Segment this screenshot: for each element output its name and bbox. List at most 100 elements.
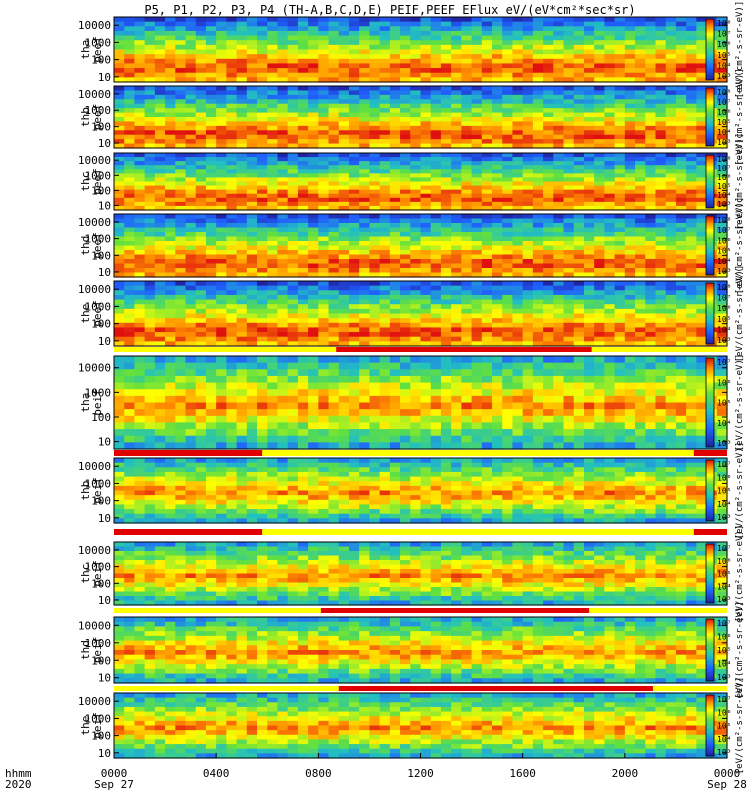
panel-label-probe: thc (79, 564, 92, 584)
y-tick-label: 1000 (85, 637, 112, 650)
colorbar-tick-label: 10⁶ (717, 40, 731, 49)
panel-label-product: peif (91, 637, 104, 664)
colorbar-tick-label: 10⁷ (717, 98, 731, 107)
colorbar-tick-label: 10⁵ (717, 487, 731, 496)
panel-frame (113, 355, 728, 450)
y-tick-label: 100 (91, 577, 111, 590)
y-tick-label: 1000 (85, 386, 112, 399)
panel-label-probe: thd (79, 640, 92, 660)
colorbar-tick-label: 10⁷ (717, 164, 731, 173)
x-tick-label: 1200 (407, 767, 434, 780)
colorbar-tick-label: 10⁸ (717, 216, 731, 225)
panel-frame (113, 16, 728, 83)
y-tick-label: 10000 (78, 460, 111, 473)
date-start-label: Sep 27 (94, 778, 134, 791)
colorbar-tick-label: 10⁷ (717, 226, 731, 235)
colorbar-tick-label: 10⁶ (717, 557, 731, 566)
panel-label-product: peef (91, 36, 104, 63)
panel-label-product: peif (91, 560, 104, 587)
colorbar-tick-label: 10⁸ (717, 155, 731, 164)
y-tick-label: 100 (91, 121, 111, 134)
mode-bar (114, 686, 727, 691)
y-tick-label: 1000 (85, 712, 112, 725)
colorbar-tick-label: 10⁷ (717, 695, 731, 704)
y-tick-label: 10000 (78, 216, 111, 229)
colorbar-tick-label: 10⁶ (717, 108, 731, 117)
panel-label-probe: the (79, 716, 92, 736)
y-tick-label: 10000 (78, 19, 111, 32)
colorbar-label: [eV/(cm²-s-sr-eV)] (735, 601, 745, 699)
colorbar-tick-label: 10⁷ (717, 358, 731, 367)
colorbar-tick-label: 10⁶ (717, 378, 731, 387)
x-tick-label: 0400 (203, 767, 230, 780)
panel-thb-peif: 10000 1000 100 10 thb peif 10⁷ 10⁶ 10⁵ 10⁴ 10³ [eV/… (78, 442, 745, 540)
colorbar-tick-label: 10³ (717, 138, 731, 147)
colorbar-tick-label: 10⁴ (717, 257, 731, 266)
colorbar (705, 618, 715, 682)
mode-bar-interval (336, 347, 592, 352)
panel-frame (113, 541, 728, 606)
colorbar-tick-label: 10³ (717, 267, 731, 276)
spectrogram-image (114, 693, 728, 759)
colorbar-label: [eV/(cm²-s-sr-eV)] (735, 68, 745, 166)
y-tick-label: 10000 (78, 619, 111, 632)
colorbar-tick-label: 10⁴ (717, 128, 731, 137)
colorbar-label: [eV/(cm²-s-sr-eV)] (735, 265, 745, 363)
colorbar-label: [eV/(cm²-s-sr-eV)] (735, 525, 745, 623)
colorbar-tick-label: 10⁴ (717, 419, 731, 428)
colorbar (705, 215, 715, 276)
y-tick-label: 10 (98, 137, 111, 150)
y-tick-label: 100 (91, 495, 111, 508)
mode-bar (114, 608, 727, 613)
mode-bar (114, 450, 727, 456)
panel-label-product: peef (91, 300, 104, 327)
mode-bar-interval (693, 450, 727, 456)
panel-thd-peif: 10000 1000 100 10 thd peif 10⁷ 10⁶ 10⁵ 10⁴ 10³ [eV/… (78, 601, 745, 699)
x-tick-label: 0000 (714, 767, 741, 780)
date-end-label: Sep 28 (707, 778, 747, 791)
colorbar-tick-label: 10⁸ (717, 88, 731, 97)
colorbar-tick-label: 10³ (717, 673, 731, 682)
panel-label-probe: thd (79, 236, 92, 256)
y-tick-label: 10000 (78, 544, 111, 557)
panel-frame (113, 280, 728, 347)
colorbar-tick-label: 10⁶ (717, 473, 731, 482)
spectrogram-image (114, 153, 728, 211)
colorbar (705, 694, 715, 757)
spectrogram-image (114, 17, 728, 83)
y-tick-label: 10000 (78, 154, 111, 167)
panel-frame (113, 152, 728, 211)
colorbar-tick-label: 10⁵ (717, 399, 731, 408)
y-tick-label: 10000 (78, 695, 111, 708)
colorbar-tick-label: 10⁷ (717, 460, 731, 469)
colorbar-label: [eV/(cm²-s-sr-eV)] (735, 442, 745, 540)
colorbar (705, 87, 715, 147)
colorbar-tick-label: 10⁸ (717, 283, 731, 292)
colorbar-tick-label: 10⁵ (717, 722, 731, 731)
y-tick-label: 100 (91, 730, 111, 743)
colorbar-tick-label: 10⁴ (717, 735, 731, 744)
y-tick-label: 10000 (78, 283, 111, 296)
colorbar-tick-label: 10³ (717, 513, 731, 522)
panel-label-probe: thc (79, 172, 92, 192)
colorbar-tick-label: 10³ (717, 336, 731, 345)
panel-label-probe: thb (79, 107, 92, 127)
panel-frame (113, 457, 728, 524)
mode-bar (114, 347, 727, 352)
y-tick-label: 10 (98, 71, 111, 84)
y-tick-label: 1000 (85, 233, 112, 246)
colorbar-tick-label: 10⁵ (717, 570, 731, 579)
colorbar (705, 18, 715, 81)
colorbar-tick-label: 10³ (717, 748, 731, 757)
time-label: hhmm (5, 767, 32, 780)
y-tick-label: 1000 (85, 169, 112, 182)
x-tick-label: 0000 (101, 767, 128, 780)
panel-label-probe: thb (79, 481, 92, 501)
mode-bars-group (114, 347, 727, 691)
panel-label-product: peef (91, 168, 104, 195)
panel-label-product: peif (91, 712, 104, 739)
colorbar-label: [eV/(cm²-s-sr-eV)] (735, 354, 745, 452)
colorbar-tick-label: 10⁴ (717, 191, 731, 200)
